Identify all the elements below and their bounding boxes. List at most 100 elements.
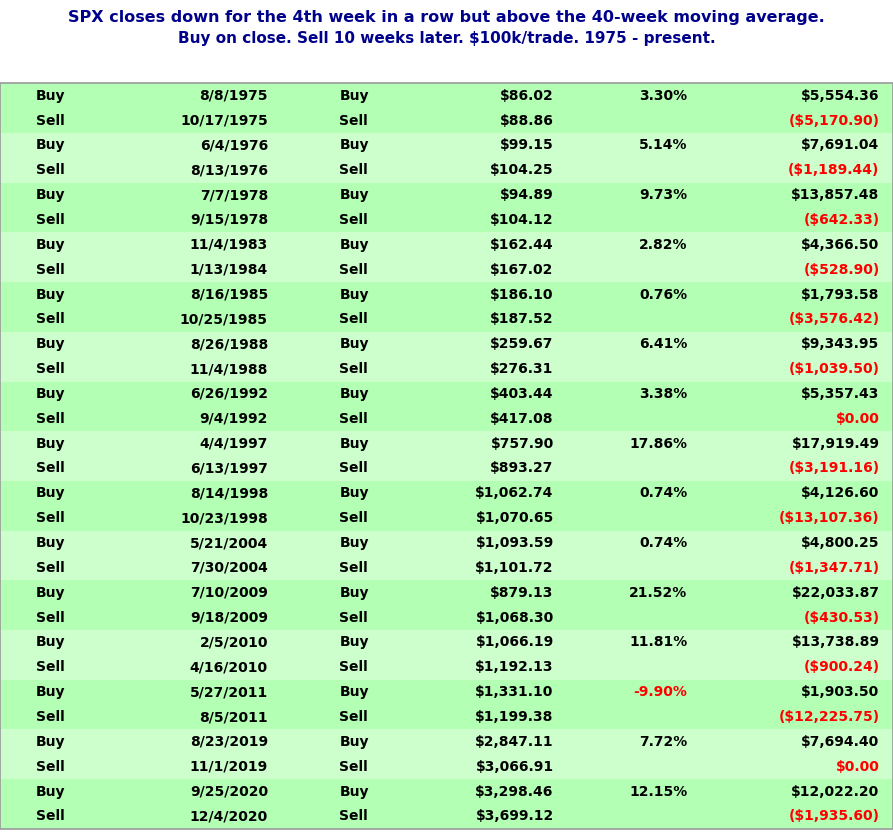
Text: ($1,347.71): ($1,347.71) xyxy=(789,561,880,575)
Text: 2/5/2010: 2/5/2010 xyxy=(199,636,268,650)
Text: Sell: Sell xyxy=(339,561,368,575)
Text: Buy: Buy xyxy=(36,686,65,699)
Text: 12.15%: 12.15% xyxy=(630,785,688,799)
Text: Buy: Buy xyxy=(339,486,369,501)
Text: Sell: Sell xyxy=(36,412,64,426)
Text: Sell: Sell xyxy=(339,262,368,277)
Text: Buy: Buy xyxy=(36,387,65,401)
Text: 5/27/2011: 5/27/2011 xyxy=(189,686,268,699)
Text: Buy: Buy xyxy=(339,89,369,102)
Bar xyxy=(0,83,893,829)
Text: 11.81%: 11.81% xyxy=(630,636,688,650)
Text: $88.86: $88.86 xyxy=(500,113,554,127)
Text: Buy: Buy xyxy=(36,337,65,352)
Text: ($528.90): ($528.90) xyxy=(804,262,880,277)
Text: $4,800.25: $4,800.25 xyxy=(801,536,880,550)
Text: Buy: Buy xyxy=(339,337,369,352)
Text: $1,066.19: $1,066.19 xyxy=(475,636,554,650)
Text: $187.52: $187.52 xyxy=(490,312,554,327)
Text: $1,070.65: $1,070.65 xyxy=(475,511,554,525)
Text: Buy: Buy xyxy=(36,636,65,650)
Bar xyxy=(0,481,893,531)
Text: ($1,935.60): ($1,935.60) xyxy=(789,810,880,823)
Text: 21.52%: 21.52% xyxy=(630,586,688,600)
Text: Sell: Sell xyxy=(339,163,368,177)
Text: Buy: Buy xyxy=(339,536,369,550)
Text: 8/8/1975: 8/8/1975 xyxy=(199,89,268,102)
Text: Sell: Sell xyxy=(339,710,368,724)
Text: 4/16/2010: 4/16/2010 xyxy=(190,661,268,674)
Text: Sell: Sell xyxy=(339,213,368,227)
Text: 7/10/2009: 7/10/2009 xyxy=(190,586,268,600)
Text: ($12,225.75): ($12,225.75) xyxy=(779,710,880,724)
Bar xyxy=(0,630,893,680)
Text: $1,199.38: $1,199.38 xyxy=(475,710,554,724)
Text: $1,331.10: $1,331.10 xyxy=(475,686,554,699)
Text: Buy: Buy xyxy=(339,238,369,252)
Text: 12/4/2020: 12/4/2020 xyxy=(189,810,268,823)
Text: Sell: Sell xyxy=(36,163,64,177)
Text: Sell: Sell xyxy=(36,312,64,327)
Text: $4,126.60: $4,126.60 xyxy=(801,486,880,501)
Text: 11/4/1988: 11/4/1988 xyxy=(189,362,268,376)
Text: Buy: Buy xyxy=(339,785,369,799)
Text: $1,068.30: $1,068.30 xyxy=(475,611,554,625)
Text: $94.89: $94.89 xyxy=(500,188,554,202)
Text: $1,903.50: $1,903.50 xyxy=(801,686,880,699)
Text: Sell: Sell xyxy=(36,362,64,376)
Text: 6/13/1997: 6/13/1997 xyxy=(190,461,268,476)
Text: Sell: Sell xyxy=(36,760,64,774)
Text: Buy: Buy xyxy=(36,586,65,600)
Text: 8/16/1985: 8/16/1985 xyxy=(189,287,268,302)
Text: 10/23/1998: 10/23/1998 xyxy=(180,511,268,525)
Text: Buy: Buy xyxy=(339,586,369,600)
Text: ($900.24): ($900.24) xyxy=(804,661,880,674)
Text: $1,101.72: $1,101.72 xyxy=(475,561,554,575)
Text: $893.27: $893.27 xyxy=(490,461,554,476)
Bar xyxy=(0,680,893,730)
Text: 8/26/1988: 8/26/1988 xyxy=(189,337,268,352)
Text: 17.86%: 17.86% xyxy=(630,436,688,451)
Text: $12,022.20: $12,022.20 xyxy=(791,785,880,799)
Text: Buy: Buy xyxy=(36,436,65,451)
Text: Buy: Buy xyxy=(339,436,369,451)
Text: ($1,039.50): ($1,039.50) xyxy=(789,362,880,376)
Text: Sell: Sell xyxy=(339,661,368,674)
Bar xyxy=(0,332,893,382)
Text: $4,366.50: $4,366.50 xyxy=(801,238,880,252)
Text: ($3,576.42): ($3,576.42) xyxy=(789,312,880,327)
Text: 8/13/1976: 8/13/1976 xyxy=(190,163,268,177)
Text: Buy: Buy xyxy=(36,188,65,202)
Text: $1,793.58: $1,793.58 xyxy=(801,287,880,302)
Text: $9,343.95: $9,343.95 xyxy=(801,337,880,352)
Text: $3,066.91: $3,066.91 xyxy=(476,760,554,774)
Text: 5/21/2004: 5/21/2004 xyxy=(189,536,268,550)
Text: $3,699.12: $3,699.12 xyxy=(475,810,554,823)
Text: $403.44: $403.44 xyxy=(490,387,554,401)
Text: 10/17/1975: 10/17/1975 xyxy=(180,113,268,127)
Text: $259.67: $259.67 xyxy=(490,337,554,352)
Text: $5,554.36: $5,554.36 xyxy=(801,89,880,102)
Bar xyxy=(0,531,893,581)
Text: 9.73%: 9.73% xyxy=(639,188,688,202)
Text: Buy: Buy xyxy=(339,636,369,650)
Text: ($1,189.44): ($1,189.44) xyxy=(789,163,880,177)
Text: Sell: Sell xyxy=(339,611,368,625)
Text: $104.25: $104.25 xyxy=(490,163,554,177)
Text: Sell: Sell xyxy=(339,760,368,774)
Bar xyxy=(0,431,893,481)
Text: Sell: Sell xyxy=(36,511,64,525)
Text: Buy: Buy xyxy=(36,138,65,152)
Text: $7,694.40: $7,694.40 xyxy=(801,735,880,749)
Text: ($13,107.36): ($13,107.36) xyxy=(779,511,880,525)
Text: 3.38%: 3.38% xyxy=(639,387,688,401)
Text: $13,857.48: $13,857.48 xyxy=(791,188,880,202)
Text: $86.02: $86.02 xyxy=(500,89,554,102)
Text: $7,691.04: $7,691.04 xyxy=(801,138,880,152)
Text: 11/4/1983: 11/4/1983 xyxy=(189,238,268,252)
Text: $0.00: $0.00 xyxy=(836,760,880,774)
Text: $99.15: $99.15 xyxy=(500,138,554,152)
Text: 9/18/2009: 9/18/2009 xyxy=(190,611,268,625)
Text: Sell: Sell xyxy=(339,511,368,525)
Text: 2.82%: 2.82% xyxy=(639,238,688,252)
